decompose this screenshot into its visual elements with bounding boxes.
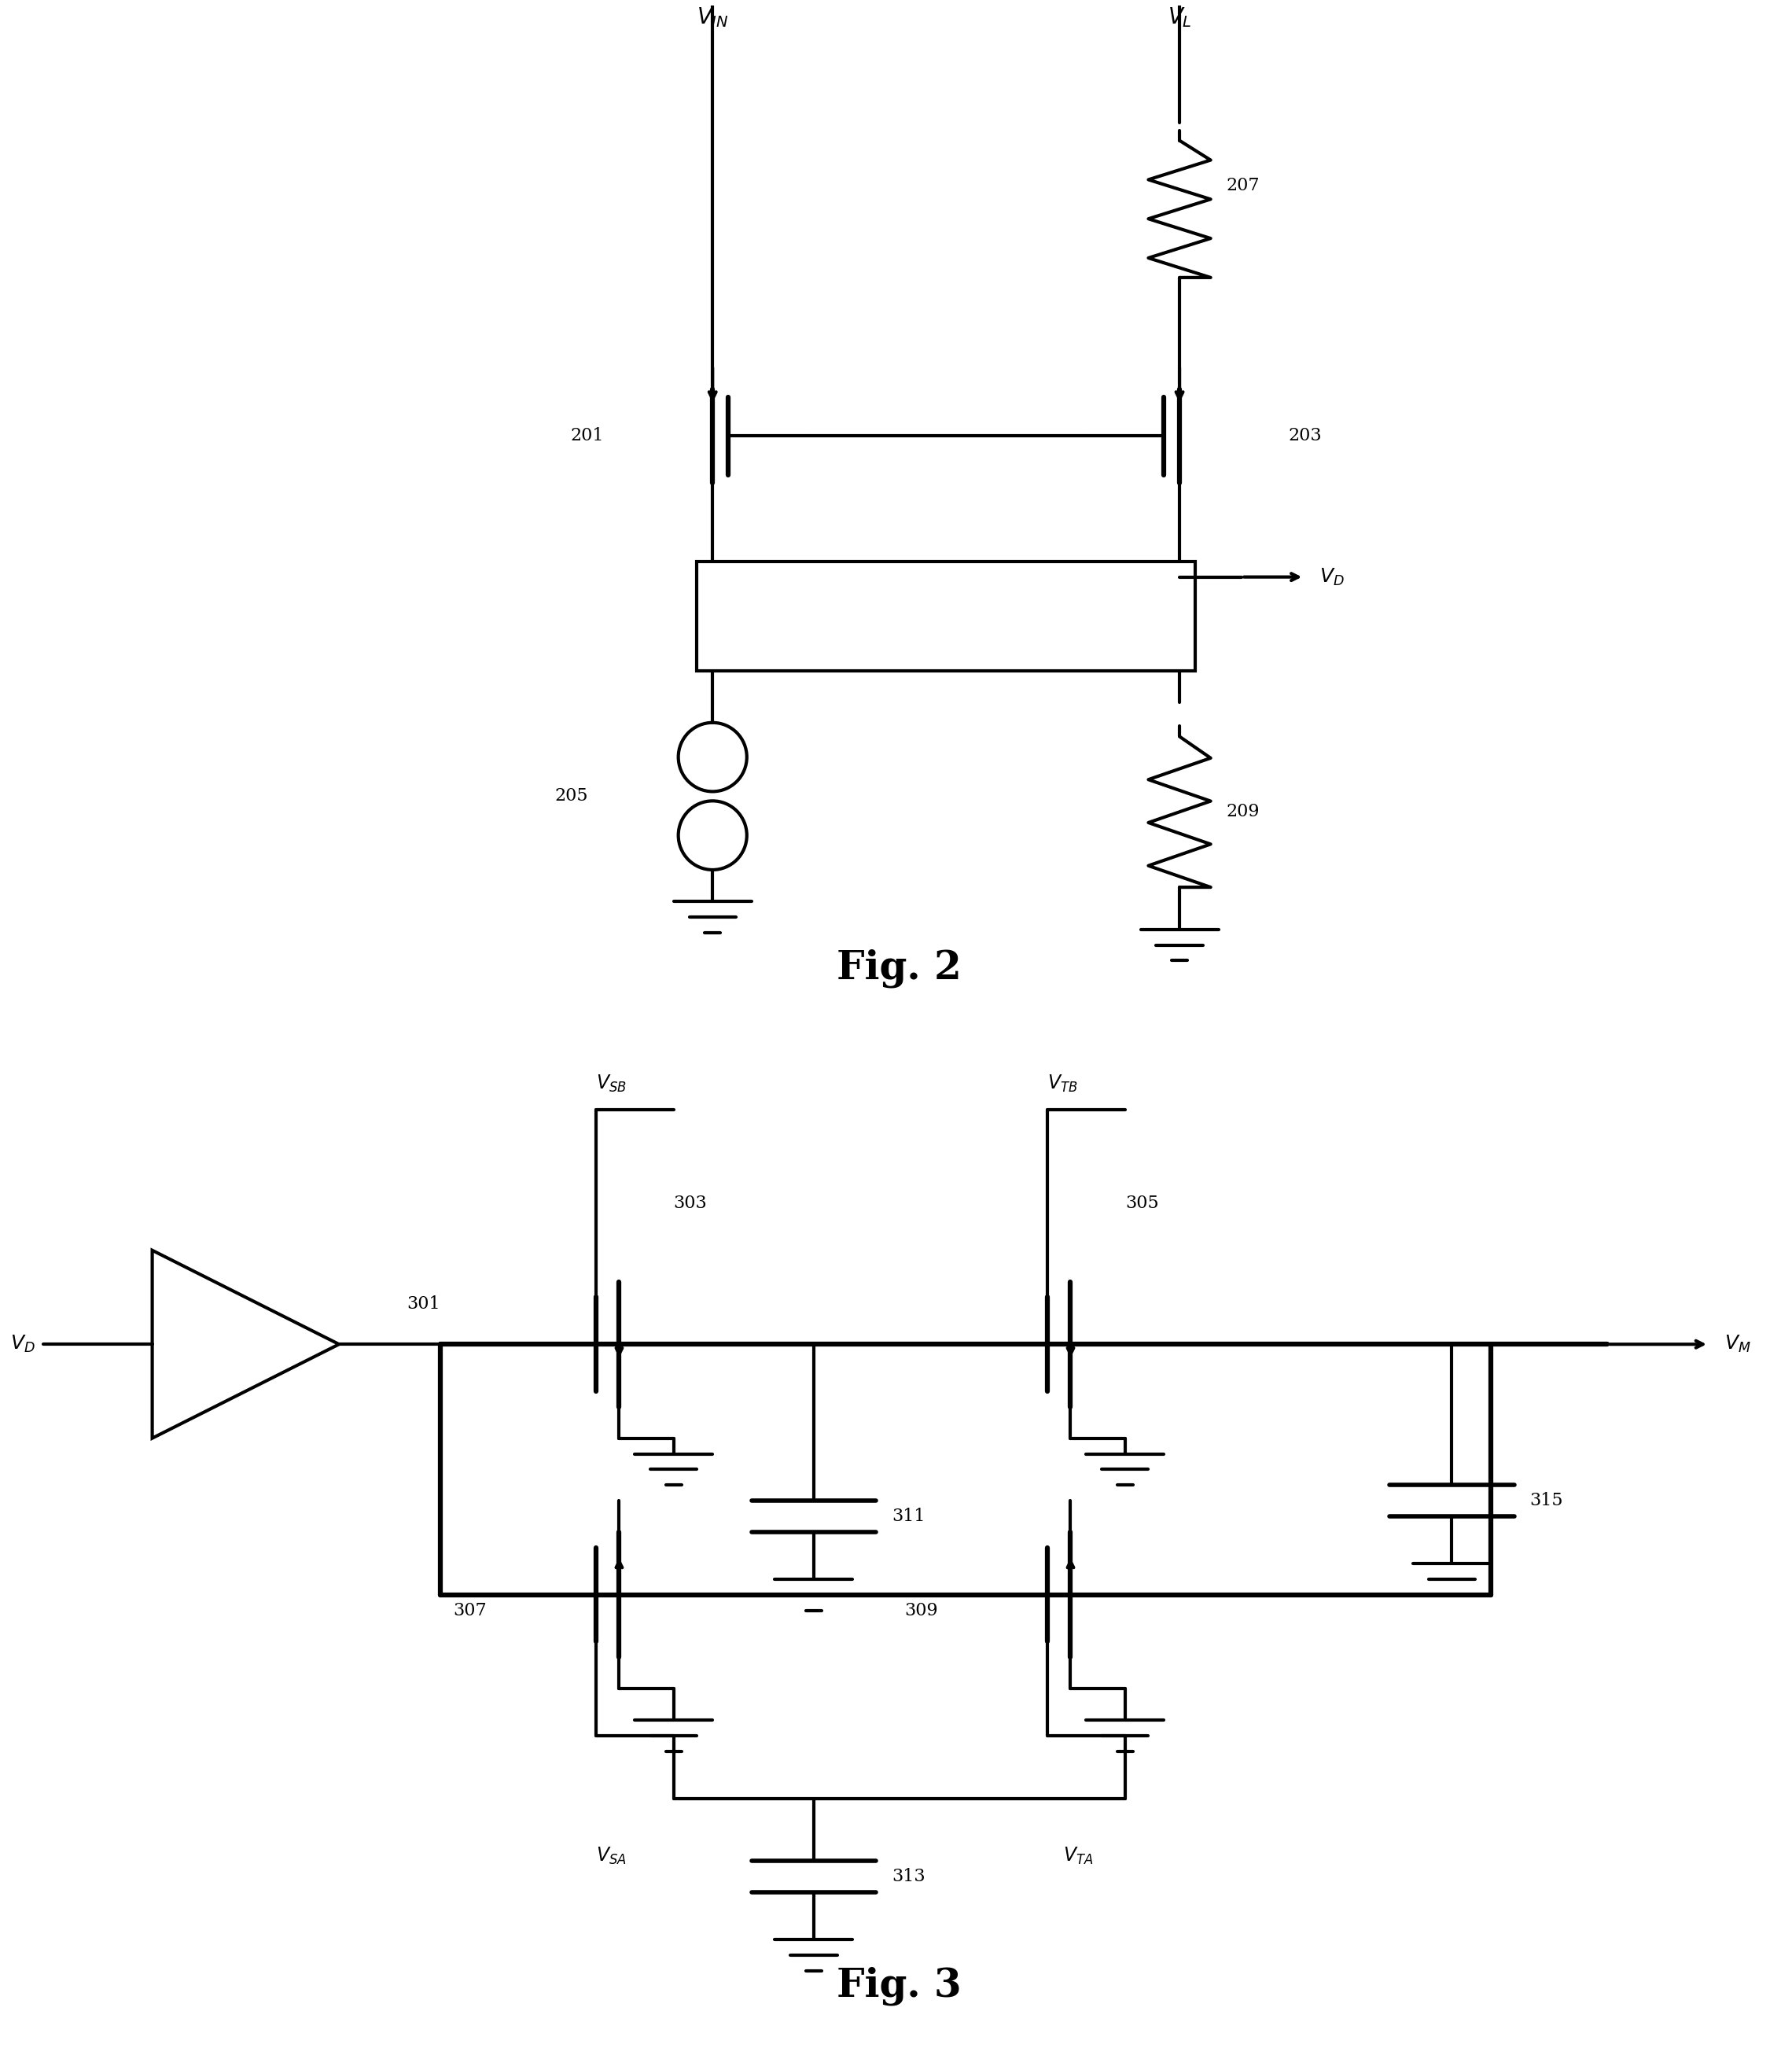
Text: $V_{SB}$: $V_{SB}$ <box>595 1072 627 1093</box>
Text: 207: 207 <box>1226 176 1260 195</box>
Text: $V_{SA}$: $V_{SA}$ <box>595 1844 627 1865</box>
Text: $V_{TB}$: $V_{TB}$ <box>1047 1072 1077 1093</box>
Text: 307: 307 <box>453 1602 487 1619</box>
Text: $V_{TA}$: $V_{TA}$ <box>1063 1844 1093 1865</box>
Text: $V_{D}$: $V_{D}$ <box>1319 567 1344 588</box>
Text: $V_{IN}$: $V_{IN}$ <box>697 6 729 29</box>
Text: 203: 203 <box>1288 426 1322 445</box>
Text: 201: 201 <box>570 426 604 445</box>
Text: $V_{L}$: $V_{L}$ <box>1167 6 1192 29</box>
Text: 305: 305 <box>1125 1194 1159 1211</box>
Text: Fig. 3: Fig. 3 <box>837 1966 962 2006</box>
Text: Fig. 2: Fig. 2 <box>837 948 962 987</box>
Text: $V_{M}$: $V_{M}$ <box>1724 1333 1751 1354</box>
Text: 313: 313 <box>892 1867 925 1886</box>
Text: $V_{D}$: $V_{D}$ <box>11 1333 36 1354</box>
Text: 311: 311 <box>892 1507 925 1526</box>
FancyBboxPatch shape <box>697 561 1195 671</box>
Text: 309: 309 <box>905 1602 939 1619</box>
Text: 205: 205 <box>556 787 588 805</box>
Text: 303: 303 <box>674 1194 708 1211</box>
Text: 315: 315 <box>1530 1492 1563 1509</box>
Text: 209: 209 <box>1226 803 1260 820</box>
Text: 301: 301 <box>407 1296 441 1312</box>
